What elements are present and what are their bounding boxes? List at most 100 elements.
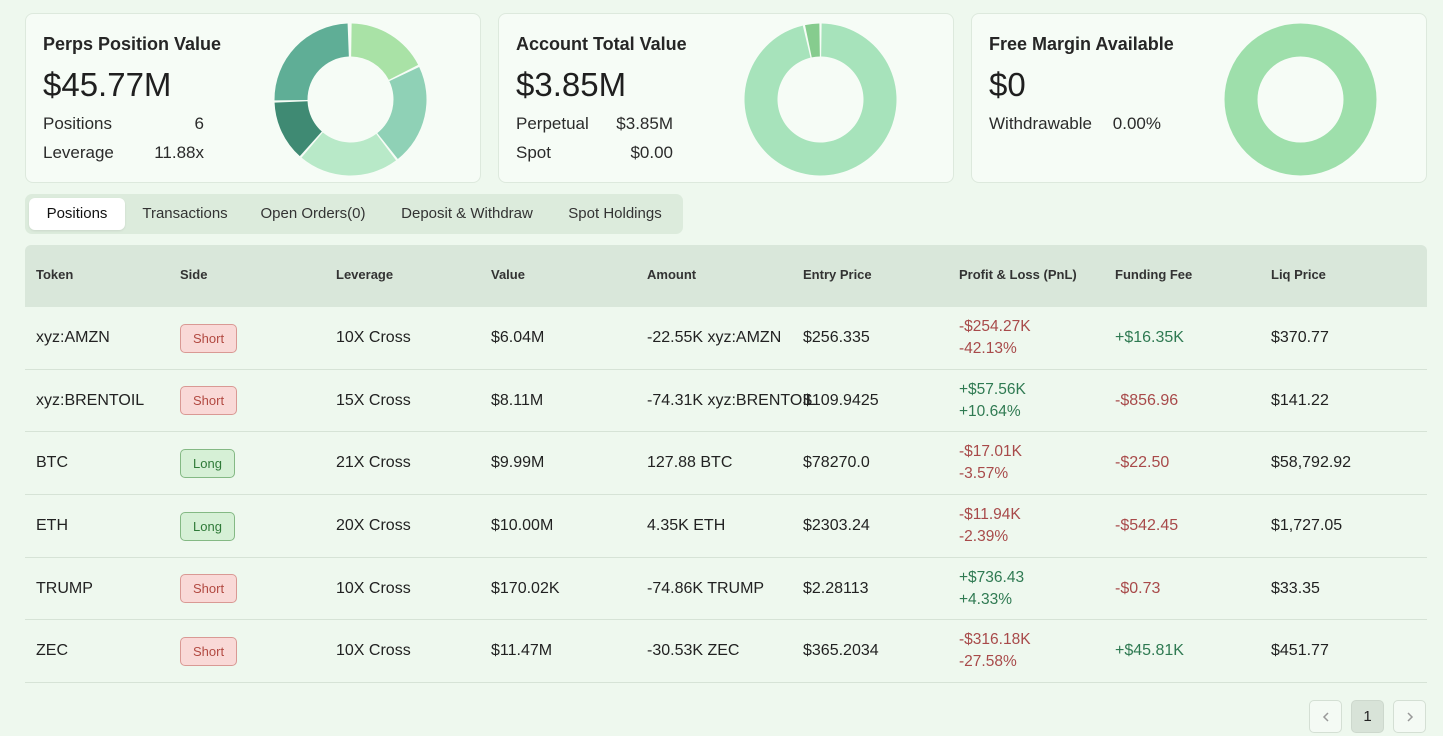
- card-title: Perps Position Value: [43, 34, 222, 54]
- donut-slice: [744, 23, 897, 176]
- leverage-cell: 15X Cross: [336, 391, 411, 409]
- side-badge: Long: [180, 511, 235, 541]
- funding-fee-cell: -$0.73: [1115, 579, 1161, 597]
- leverage-cell: 20X Cross: [336, 517, 411, 535]
- card-title: Free Margin Available: [989, 34, 1174, 54]
- tab-open-orders[interactable]: Open Orders(0): [260, 205, 366, 222]
- tab-spot-holdings[interactable]: Spot Holdings: [568, 205, 662, 222]
- value-cell: $6.04M: [491, 329, 545, 346]
- pnl-cell: -$316.18K -27.58%: [959, 620, 1031, 682]
- free-margin-card: Free Margin Available $0 Withdrawable 0.…: [971, 13, 1427, 183]
- pnl-cell: +$736.43 +4.33%: [959, 558, 1024, 620]
- table-row[interactable]: ETH Long 20X Cross $10.00M 4.35K ETH $23…: [25, 495, 1427, 558]
- entry-price-cell: $2303.24: [803, 517, 870, 535]
- entry-price-cell: $78270.0: [803, 454, 870, 472]
- column-header-liq-price: Liq Price: [1271, 267, 1326, 282]
- amount-cell: 4.35K ETH: [647, 517, 726, 535]
- table-row[interactable]: TRUMP Short 10X Cross $170.02K -74.86K T…: [25, 558, 1427, 621]
- token-cell: ZEC: [36, 642, 68, 660]
- donut-slice: [274, 101, 322, 157]
- table-row[interactable]: xyz:AMZN Short 10X Cross $6.04M -22.55K …: [25, 307, 1427, 370]
- pnl-amount: +$736.43: [959, 568, 1025, 586]
- perpetual-row: Perpetual $3.85M: [516, 114, 673, 134]
- amount-cell: -74.86K TRUMP: [647, 579, 765, 597]
- perpetual-value: $3.85M: [616, 114, 673, 133]
- withdrawable-label: Withdrawable: [989, 114, 1092, 133]
- free-margin-value: $0: [989, 66, 1026, 103]
- liq-price-cell: $58,792.92: [1271, 454, 1352, 472]
- tab-deposit-withdraw[interactable]: Deposit & Withdraw: [401, 205, 533, 222]
- leverage-value: 11.88x: [154, 143, 204, 162]
- entry-price-cell: $109.9425: [803, 391, 879, 409]
- pnl-amount: -$11.94K: [959, 506, 1021, 524]
- positions-table: Token Side Leverage Value Amount Entry P…: [25, 245, 1427, 684]
- liq-price-cell: $451.77: [1271, 642, 1329, 660]
- funding-fee-cell: -$22.50: [1115, 454, 1170, 472]
- side-cell: Long: [180, 495, 235, 557]
- amount-cell: -22.55K xyz:AMZN: [647, 329, 782, 346]
- pnl-percent: -42.13%: [959, 340, 1017, 357]
- pnl-cell: +$57.56K +10.64%: [959, 370, 1026, 432]
- donut-slice: [377, 66, 427, 159]
- pnl-cell: -$17.01K -3.57%: [959, 432, 1022, 494]
- entry-price-cell: $2.28113: [803, 579, 869, 597]
- page-button-current[interactable]: 1: [1351, 700, 1384, 733]
- tab-transactions[interactable]: Transactions: [142, 205, 228, 222]
- account-total-card: Account Total Value $3.85M Perpetual $3.…: [498, 13, 954, 183]
- positions-row: Positions 6: [43, 114, 204, 134]
- perps-position-card: Perps Position Value $45.77M Positions 6…: [25, 13, 481, 183]
- leverage-cell: 21X Cross: [336, 454, 411, 472]
- amount-cell: -30.53K ZEC: [647, 642, 740, 660]
- liq-price-cell: $141.22: [1271, 391, 1329, 409]
- entry-price-cell: $256.335: [803, 329, 870, 346]
- token-cell: BTC: [36, 454, 68, 472]
- liq-price-cell: $370.77: [1271, 329, 1329, 346]
- positions-label: Positions: [43, 114, 112, 133]
- positions-value: 6: [194, 114, 204, 133]
- spot-row: Spot $0.00: [516, 143, 673, 163]
- side-badge: Short: [180, 636, 238, 666]
- side-cell: Short: [180, 370, 238, 432]
- withdrawable-row: Withdrawable 0.00%: [989, 114, 1161, 134]
- funding-fee-cell: -$542.45: [1115, 517, 1179, 535]
- pnl-cell: -$11.94K -2.39%: [959, 495, 1021, 557]
- column-header-entry-price: Entry Price: [803, 267, 872, 282]
- column-header-token: Token: [36, 267, 74, 282]
- column-header-funding-fee: Funding Fee: [1115, 267, 1193, 282]
- table-row[interactable]: xyz:BRENTOIL Short 15X Cross $8.11M -74.…: [25, 370, 1427, 433]
- token-cell: ETH: [36, 517, 68, 535]
- pnl-amount: +$57.56K: [959, 380, 1026, 398]
- tab-positions[interactable]: Positions: [29, 198, 125, 230]
- pnl-percent: -3.57%: [959, 465, 1009, 483]
- leverage-cell: 10X Cross: [336, 579, 411, 597]
- donut-slice: [1224, 23, 1377, 176]
- table-row[interactable]: BTC Long 21X Cross $9.99M 127.88 BTC $78…: [25, 432, 1427, 496]
- leverage-row: Leverage 11.88x: [43, 143, 204, 163]
- next-page-button[interactable]: [1393, 700, 1426, 733]
- tab-bar: Positions Transactions Open Orders(0) De…: [25, 194, 683, 234]
- perps-donut-chart: [274, 23, 427, 176]
- pnl-percent: +10.64%: [959, 402, 1021, 420]
- prev-page-button[interactable]: [1309, 700, 1342, 733]
- table-header: Token Side Leverage Value Amount Entry P…: [25, 245, 1427, 307]
- funding-fee-cell: +$45.81K: [1115, 642, 1184, 660]
- column-header-value: Value: [491, 267, 525, 282]
- liq-price-cell: $33.35: [1271, 579, 1320, 597]
- pnl-percent: +4.33%: [959, 590, 1013, 608]
- perps-position-value: $45.77M: [43, 66, 172, 103]
- column-header-side: Side: [180, 267, 208, 282]
- withdrawable-value: 0.00%: [1112, 114, 1161, 133]
- table-row[interactable]: ZEC Short 10X Cross $11.47M -30.53K ZEC …: [25, 620, 1427, 684]
- liq-price-cell: $1,727.05: [1271, 517, 1343, 535]
- leverage-cell: 10X Cross: [336, 642, 411, 660]
- column-header-leverage: Leverage: [336, 267, 394, 282]
- funding-fee-cell: -$856.96: [1115, 391, 1179, 409]
- leverage-cell: 10X Cross: [336, 329, 411, 346]
- token-cell: xyz:AMZN: [36, 329, 110, 346]
- side-cell: Short: [180, 558, 238, 620]
- side-badge: Long: [180, 448, 235, 478]
- side-cell: Short: [180, 307, 238, 369]
- leverage-label: Leverage: [43, 143, 114, 162]
- side-cell: Short: [180, 620, 238, 682]
- column-header-pnl: Profit & Loss (PnL): [959, 267, 1077, 282]
